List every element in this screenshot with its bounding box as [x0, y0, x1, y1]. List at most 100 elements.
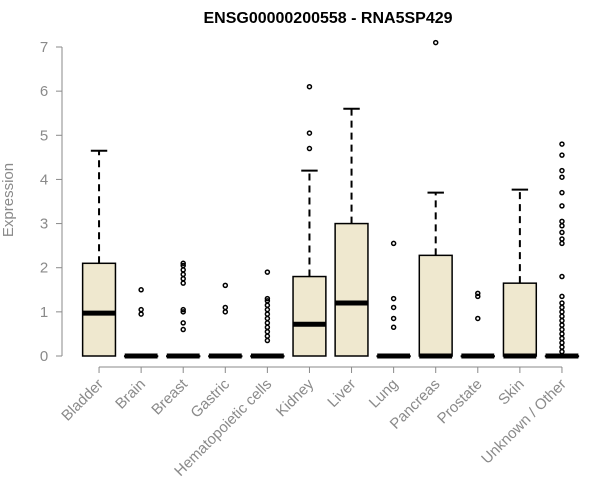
outlier-point	[559, 293, 565, 300]
outlier-point	[180, 271, 186, 278]
outlier-point	[264, 295, 271, 302]
box-brain	[123, 287, 159, 359]
outlier-point	[559, 152, 565, 158]
outlier-point	[306, 145, 313, 152]
box-lung	[376, 240, 411, 359]
x-tick-label: Prostate	[434, 376, 486, 428]
y-tick-label: 1	[40, 304, 48, 321]
y-tick-label: 6	[40, 83, 48, 100]
outlier-point	[559, 348, 565, 355]
outlier-point	[138, 287, 144, 293]
outlier-point	[180, 320, 186, 326]
outlier-point	[180, 309, 186, 315]
x-tick-label: Breast	[148, 375, 191, 418]
outlier-point	[306, 130, 313, 136]
outlier-point	[559, 322, 565, 328]
outlier-point	[559, 218, 565, 225]
outlier-point	[390, 304, 397, 311]
outlier-point	[264, 306, 271, 313]
outlier-point	[559, 335, 565, 342]
chart-title: ENSG00000200558 - RNA5SP429	[203, 10, 452, 27]
outlier-point	[559, 229, 565, 236]
y-tick-label: 2	[40, 260, 48, 277]
y-tick-label: 7	[40, 39, 48, 56]
outlier-point	[559, 167, 565, 174]
outlier-point	[180, 276, 186, 282]
outlier-point	[559, 203, 565, 209]
outlier-point	[559, 189, 565, 196]
outlier-point	[306, 83, 313, 90]
outlier-point	[559, 309, 565, 315]
outlier-point	[390, 295, 397, 302]
outlier-point	[222, 282, 229, 289]
box-pancreas	[418, 39, 453, 359]
x-tick-label: Lung	[366, 376, 402, 412]
outlier-point	[559, 344, 565, 350]
outlier-point	[559, 317, 565, 324]
outlier-point	[559, 313, 565, 320]
outlier-point	[559, 141, 565, 147]
outlier-point	[222, 304, 229, 311]
outlier-point	[475, 315, 481, 322]
outlier-point	[222, 309, 229, 315]
outlier-point	[264, 328, 271, 335]
outlier-point	[559, 300, 565, 306]
outlier-point	[264, 337, 271, 344]
outlier-point	[559, 174, 565, 180]
outlier-point	[559, 236, 565, 242]
outlier-point	[264, 324, 271, 331]
outlier-point	[264, 311, 271, 317]
outlier-point	[138, 311, 144, 317]
outlier-point	[264, 269, 271, 275]
outlier-point	[559, 240, 565, 247]
outlier-point	[475, 290, 481, 297]
outlier-point	[264, 333, 271, 339]
outlier-point	[180, 306, 186, 313]
outlier-point	[390, 324, 397, 331]
y-axis: 0 1 2 3 4 5 6 7	[40, 39, 63, 365]
outlier-point	[180, 267, 186, 273]
outlier-point	[264, 302, 271, 308]
outlier-point	[559, 273, 565, 280]
box-bladder	[81, 149, 117, 357]
x-tick-label: Skin	[495, 376, 528, 409]
box-hematopoietic-cells	[250, 269, 285, 359]
box-body	[81, 262, 117, 357]
outlier-point	[264, 315, 271, 322]
y-tick-label: 3	[40, 216, 48, 233]
outlier-point	[180, 260, 186, 267]
outlier-point	[559, 326, 565, 333]
y-tick-label: 0	[40, 348, 48, 365]
y-axis-label: Expression	[0, 163, 17, 237]
box-body	[502, 282, 538, 357]
box-liver	[334, 107, 369, 357]
outlier-point	[559, 223, 565, 229]
outlier-point	[475, 293, 481, 300]
outlier-point	[180, 280, 186, 286]
outlier-point	[264, 320, 271, 326]
box-body	[334, 222, 369, 357]
outlier-point	[432, 39, 439, 46]
outlier-point	[559, 331, 565, 337]
box-body	[418, 254, 453, 357]
box-kidney	[292, 83, 327, 357]
outlier-point	[180, 262, 186, 269]
outlier-point	[138, 306, 144, 313]
box-series	[81, 39, 580, 359]
box-body	[292, 275, 327, 357]
y-tick-label: 5	[40, 127, 48, 144]
box-breast	[166, 260, 201, 359]
x-tick-label: Bladder	[58, 376, 107, 425]
x-tick-label: Brain	[112, 376, 149, 413]
outlier-point	[264, 298, 271, 304]
box-gastric	[208, 282, 243, 359]
outlier-point	[180, 326, 186, 333]
box-prostate	[460, 290, 495, 359]
outlier-point	[390, 240, 397, 247]
outlier-point	[559, 304, 565, 311]
outlier-point	[390, 315, 397, 322]
box-unknown-other	[544, 141, 580, 359]
box-skin	[502, 188, 538, 359]
